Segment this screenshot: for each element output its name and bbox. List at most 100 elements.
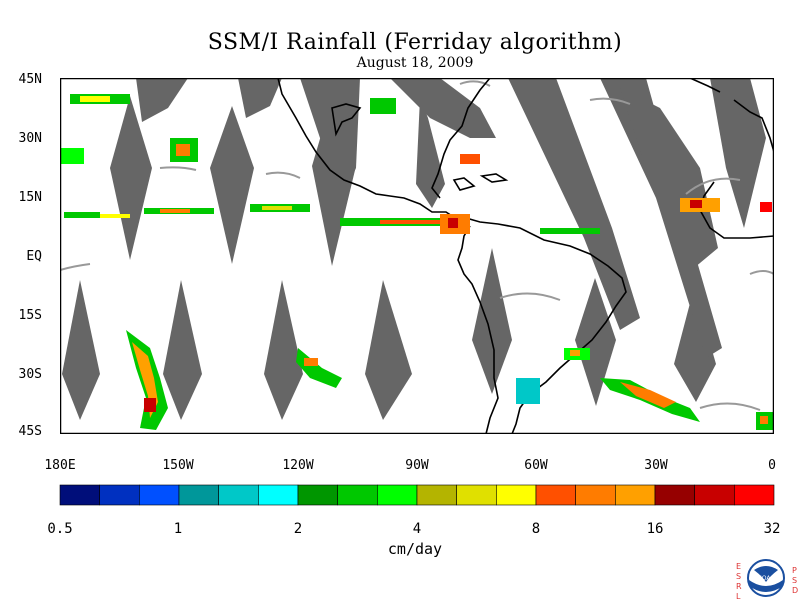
colorbar-swatch	[615, 484, 656, 506]
colorbar-swatch	[734, 484, 775, 506]
colorbar-swatch	[654, 484, 695, 506]
rain-patch	[176, 144, 190, 156]
coastline-hispaniola	[479, 173, 509, 183]
colorbar-label-0-5: 0.5	[47, 521, 73, 537]
rain-patch	[262, 206, 292, 210]
coastline-africa-west	[699, 181, 774, 239]
lon-label-150w: 150W	[162, 458, 194, 473]
lon-label-120w: 120W	[282, 458, 314, 473]
swath-top-2	[238, 78, 282, 118]
rain-patch	[760, 416, 768, 424]
swath-south-5	[472, 248, 512, 394]
lat-label-30s: 30S	[18, 367, 42, 382]
noaa-logo: NOAA ESRL PSD	[732, 556, 800, 602]
coastline-cuba	[452, 177, 476, 191]
rain-patch	[100, 214, 130, 218]
rain-patch	[690, 200, 702, 208]
logo-right-letters: PSD	[792, 566, 800, 596]
swath-north-4	[416, 98, 445, 208]
logo-left-letters: ESRL	[736, 562, 744, 602]
coastline-great-lakes	[331, 103, 362, 137]
swath-edge-6	[685, 177, 741, 195]
swath-diag-1	[508, 78, 640, 330]
swath-south-1	[62, 280, 100, 420]
swath-edge-3	[265, 171, 301, 179]
colorbar-swatch	[535, 484, 576, 506]
rain-patch	[570, 350, 580, 356]
swath-edge-5	[589, 97, 631, 105]
coastline-south-america-west	[457, 225, 499, 434]
rain-patch	[144, 398, 156, 412]
rain-patch	[540, 228, 600, 234]
lat-label-15n: 15N	[18, 190, 42, 205]
colorbar-swatch	[139, 484, 180, 506]
colorbar-swatch	[178, 484, 219, 506]
colorbar-label-16: 16	[646, 521, 664, 537]
colorbar-label-32: 32	[763, 521, 781, 537]
logo-bird	[754, 566, 778, 582]
colorbar-swatch	[59, 484, 100, 506]
colorbar-swatch	[297, 484, 338, 506]
swath-north-1	[110, 96, 152, 260]
swath-edge-4	[499, 292, 561, 301]
rain-patch	[60, 148, 84, 164]
colorbar-label-8: 8	[531, 521, 541, 537]
rainfall-itcz	[64, 198, 772, 234]
logo-name: NOAA	[757, 575, 775, 582]
rain-patch	[64, 212, 100, 218]
rain-patch	[370, 98, 396, 114]
colorbar-label-1: 1	[173, 521, 183, 537]
colorbar-swatch	[694, 484, 735, 506]
lon-label-60w: 60W	[524, 458, 548, 473]
map-date: August 18, 2009	[356, 55, 474, 71]
colorbar-swatch	[377, 484, 418, 506]
rainfall-systems	[60, 94, 774, 430]
colorbar-label-2: 2	[293, 521, 303, 537]
logo-wave	[749, 580, 783, 592]
rain-patch	[516, 378, 540, 404]
colorbar-swatch	[416, 484, 457, 506]
swath-edge-1	[60, 263, 91, 271]
colorbar-units: cm/day	[387, 540, 443, 558]
swath-diag-4	[710, 78, 766, 228]
swath-diag-2	[600, 78, 722, 358]
swath-south-2	[163, 280, 202, 420]
lon-label-180e: 180E	[44, 458, 76, 473]
logo-letter: PSD	[792, 566, 799, 595]
colorbar-swatch	[575, 484, 616, 506]
rain-patch	[160, 209, 190, 213]
lat-label-30n: 30N	[18, 131, 42, 146]
rain-patch	[760, 202, 772, 212]
lat-label-eq: EQ	[26, 249, 42, 264]
colorbar-swatch	[337, 484, 378, 506]
colorbar-label-4: 4	[412, 521, 422, 537]
swath-top-4	[390, 78, 496, 138]
noaa-emblem-icon: NOAA	[747, 559, 785, 597]
swath-edge-9	[749, 270, 774, 275]
swath-south-7	[674, 288, 716, 402]
rain-patch	[380, 220, 440, 224]
swath-south-3	[264, 280, 303, 420]
swath-south-6	[575, 278, 616, 406]
swath-edge-8	[459, 80, 491, 87]
colorbar-swatch	[258, 484, 299, 506]
lat-label-45s: 45S	[18, 424, 42, 439]
swath-south-4	[365, 280, 412, 420]
swath-north-2	[210, 106, 254, 264]
lon-label-0: 0	[768, 458, 776, 473]
missing-data-swaths	[62, 78, 766, 420]
map-frame	[60, 78, 774, 434]
swath-diag-3	[620, 88, 718, 268]
logo-letter: ESRL	[736, 562, 742, 601]
rain-patch	[304, 358, 318, 366]
colorbar-swatch	[218, 484, 259, 506]
lon-label-30w: 30W	[644, 458, 668, 473]
swath-edge-7	[699, 402, 761, 411]
rainfall-map	[60, 78, 774, 434]
colorbar-swatch	[99, 484, 140, 506]
swath-edge-2	[159, 166, 197, 171]
swath-edge-arcs	[60, 80, 774, 411]
colorbar-swatch	[496, 484, 537, 506]
coastline-north-america-east	[431, 78, 491, 199]
coastline-europe	[689, 78, 721, 93]
